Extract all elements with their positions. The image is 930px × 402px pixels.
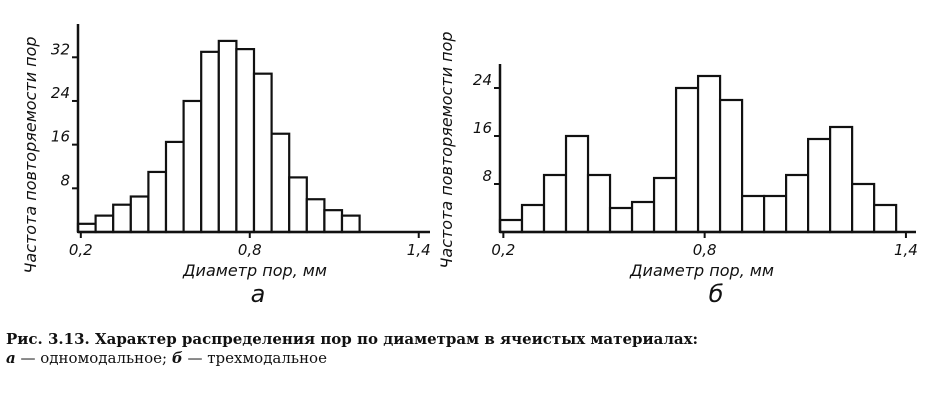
y-tick-label-b: 8 xyxy=(482,167,492,185)
histogram-bar-b xyxy=(740,194,766,234)
x-axis-label-b: Диаметр пор, мм xyxy=(629,261,774,280)
x-tick-label-b: 0,2 xyxy=(491,241,515,259)
y-tick-label-b: 16 xyxy=(473,119,492,137)
histogram-bar-b xyxy=(498,218,524,234)
histogram-bar-a xyxy=(270,132,291,234)
y-tick-label-a: 16 xyxy=(51,128,70,146)
histogram-figure: Частота повторяемости пор Диаметр пор, м… xyxy=(21,24,918,308)
histogram-bar-b xyxy=(608,206,634,234)
x-tick-label-a: 1,4 xyxy=(407,241,431,259)
x-tick-label-a: 0,8 xyxy=(238,241,262,259)
histogram-bar-a xyxy=(129,195,150,234)
caption-legend: а — одномодальное; б — трехмодальное xyxy=(6,349,906,368)
histogram-bar-b xyxy=(762,194,788,234)
y-tick-label-b: 24 xyxy=(473,71,492,89)
histogram-bar-a xyxy=(164,140,185,234)
histogram-bar-b xyxy=(586,173,612,234)
panel-label-a: а xyxy=(251,280,266,308)
figure-caption: Рис. 3.13. Характер распределения пор по… xyxy=(6,330,906,368)
caption-title: Рис. 3.13. Характер распределения пор по… xyxy=(6,330,699,348)
histogram-bar-b xyxy=(630,200,656,234)
histogram-bar-b xyxy=(718,98,744,234)
histogram-bar-b xyxy=(851,182,876,234)
y-axis-label-b: Частота повторяемости пор xyxy=(437,31,456,268)
histogram-bar-a xyxy=(323,209,344,234)
histogram-bar-a xyxy=(147,170,168,234)
histogram-bar-a xyxy=(340,214,361,234)
histogram-bar-a xyxy=(182,99,203,234)
histogram-bar-a xyxy=(217,39,238,234)
histogram-bar-b xyxy=(829,125,854,234)
y-tick-label-a: 32 xyxy=(51,40,70,58)
x-tick-label-b: 0,8 xyxy=(693,241,717,259)
histogram-bar-b xyxy=(807,137,832,234)
y-axis-label-a: Частота повторяемости пор xyxy=(21,36,40,273)
histogram-bar-b xyxy=(542,173,568,234)
histogram-bar-a xyxy=(200,50,220,234)
panel-label-b: б xyxy=(709,280,724,308)
caption-letter-b: б xyxy=(171,349,183,367)
y-tick-label-a: 8 xyxy=(60,171,70,189)
histogram-bar-a xyxy=(252,72,273,234)
histogram-panel-b: Частота повторяемости пор Диаметр пор, м… xyxy=(437,31,918,308)
caption-text-a: — одномодальное; xyxy=(15,349,172,367)
histogram-bar-a xyxy=(94,214,115,234)
x-tick-label-a: 0,2 xyxy=(69,241,93,259)
histogram-bar-a xyxy=(305,198,326,234)
histogram-bar-b xyxy=(873,203,898,234)
histogram-bar-a xyxy=(288,176,308,234)
x-axis-label-a: Диаметр пор, мм xyxy=(182,261,327,280)
histogram-bar-b xyxy=(785,173,810,234)
histogram-bar-b xyxy=(564,134,590,234)
histogram-bar-b xyxy=(674,86,700,234)
histogram-bar-b xyxy=(520,203,546,234)
x-tick-label-b: 1,4 xyxy=(894,241,918,259)
histogram-bar-a xyxy=(235,48,256,234)
histogram-bar-b xyxy=(696,74,722,234)
caption-letter-a: а xyxy=(6,349,16,367)
histogram-panel-a: Частота повторяемости пор Диаметр пор, м… xyxy=(21,24,431,308)
histogram-bar-b xyxy=(652,176,678,234)
caption-text-b: — трехмодальное xyxy=(182,349,327,367)
y-tick-label-a: 24 xyxy=(51,84,70,102)
histogram-bar-a xyxy=(112,203,132,234)
